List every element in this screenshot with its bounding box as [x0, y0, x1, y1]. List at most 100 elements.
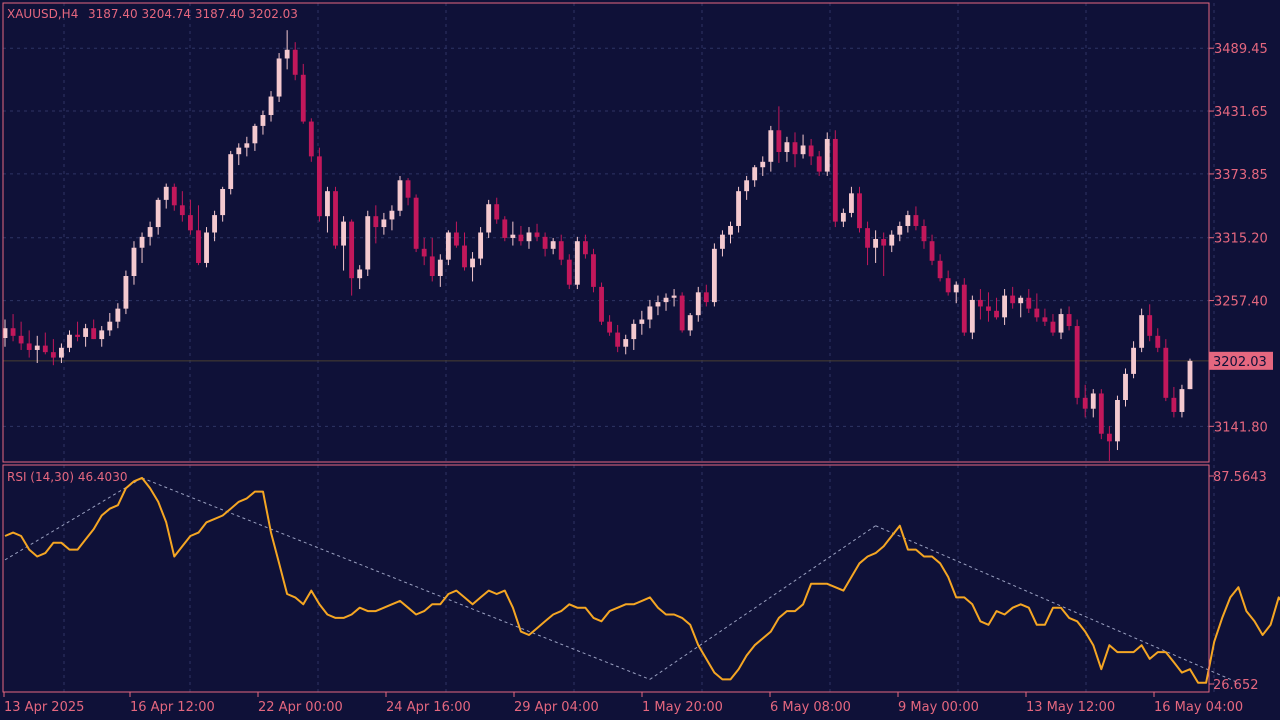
- candle-body: [679, 295, 685, 331]
- current-price-tag: [1209, 351, 1273, 370]
- candle-body: [889, 234, 895, 246]
- candle-body: [373, 216, 379, 228]
- x-tick-label: 16 Apr 12:00: [130, 700, 215, 715]
- candle-body: [937, 260, 943, 279]
- x-tick-label: 6 May 08:00: [770, 700, 851, 715]
- candle-body: [163, 186, 169, 200]
- candle-body: [615, 332, 621, 347]
- candle-body: [977, 299, 983, 307]
- candle-body: [494, 204, 500, 220]
- candle-body: [647, 306, 653, 320]
- candle-body: [631, 323, 637, 340]
- candle-body: [1115, 400, 1120, 442]
- candle-body: [147, 227, 153, 237]
- candle-body: [953, 284, 959, 293]
- rsi-y-tick-label: 87.5643: [1213, 470, 1267, 485]
- candle-body: [397, 180, 403, 211]
- rsi-series: [4, 476, 1280, 684]
- candle-body: [2, 328, 8, 339]
- candle-body: [341, 221, 346, 246]
- symbol-title: XAUUSD,H4: [7, 7, 78, 21]
- candle-body: [67, 334, 72, 348]
- candle-body: [1123, 373, 1128, 401]
- x-tick-label: 16 May 04:00: [1154, 700, 1243, 715]
- candle-body: [75, 334, 80, 337]
- candle-body: [599, 286, 604, 322]
- candle-body: [300, 74, 306, 122]
- candle-body: [905, 215, 911, 226]
- candle-body: [744, 180, 750, 192]
- candle-body: [840, 212, 846, 222]
- candle-body: [961, 284, 967, 333]
- candle-body: [454, 232, 459, 246]
- x-tick-label: 1 May 20:00: [642, 700, 723, 715]
- candle-body: [929, 241, 935, 261]
- candle-body: [486, 204, 492, 233]
- candle-body: [478, 232, 484, 259]
- candle-body: [308, 121, 314, 157]
- candle-body: [582, 241, 588, 255]
- y-tick-label: 3431.65: [1214, 105, 1268, 120]
- grid: [3, 3, 1215, 692]
- candle-body: [1106, 433, 1112, 442]
- candle-body: [969, 299, 975, 333]
- candle-body: [107, 321, 113, 331]
- candle-body: [711, 248, 717, 303]
- candle-body: [196, 230, 201, 263]
- candle-body: [1098, 393, 1104, 434]
- candle-body: [849, 193, 854, 213]
- candle-body: [752, 167, 758, 181]
- candle-body: [429, 256, 435, 277]
- candle-body: [591, 254, 596, 287]
- candle-body: [59, 347, 64, 358]
- candle-body: [832, 138, 838, 222]
- y-tick-label: 3373.85: [1214, 168, 1268, 183]
- candle-body: [1155, 335, 1161, 348]
- candle-body: [220, 188, 226, 216]
- candle-body: [91, 328, 97, 340]
- candle-body: [1187, 360, 1193, 390]
- candle-body: [50, 352, 56, 358]
- candle-body: [1042, 317, 1048, 322]
- candle-body: [1002, 295, 1008, 318]
- candle-body: [897, 225, 903, 235]
- y-tick-label: 3257.40: [1214, 295, 1268, 310]
- candle-body: [34, 345, 40, 350]
- candle-body: [1010, 295, 1016, 304]
- candle-body: [187, 215, 193, 231]
- candle-body: [204, 232, 209, 263]
- candle-body: [83, 328, 89, 337]
- candle-body: [10, 328, 16, 336]
- panel-frames: [2, 2, 1210, 693]
- candle-body: [244, 143, 250, 148]
- candle-body: [236, 147, 242, 155]
- candle-body: [663, 297, 669, 303]
- candle-body: [655, 302, 661, 307]
- candle-body: [115, 308, 121, 322]
- candle-body: [228, 154, 234, 189]
- candle-body: [413, 197, 419, 249]
- candle-body: [526, 232, 532, 242]
- candle-body: [1058, 314, 1064, 333]
- candle-body: [462, 245, 467, 268]
- candle-body: [1090, 393, 1096, 409]
- candle-series: [2, 30, 1193, 461]
- candle-body: [445, 232, 451, 260]
- candle-body: [865, 228, 870, 248]
- current-price-label: 3202.03: [1213, 355, 1267, 370]
- rsi-panel-frame: [2, 464, 1210, 693]
- candle-body: [703, 292, 709, 303]
- candle-body: [881, 239, 887, 246]
- candle-body: [687, 315, 693, 331]
- candle-body: [349, 221, 355, 279]
- ohlc-readout: 3187.40 3204.74 3187.40 3202.03: [88, 7, 298, 21]
- candle-body: [99, 330, 105, 340]
- candle-body: [574, 241, 580, 285]
- candle-body: [292, 49, 298, 75]
- candle-body: [816, 156, 822, 172]
- price-panel-frame: [2, 2, 1210, 463]
- candle-body: [945, 278, 951, 293]
- candle-body: [768, 130, 774, 162]
- candle-body: [155, 199, 161, 228]
